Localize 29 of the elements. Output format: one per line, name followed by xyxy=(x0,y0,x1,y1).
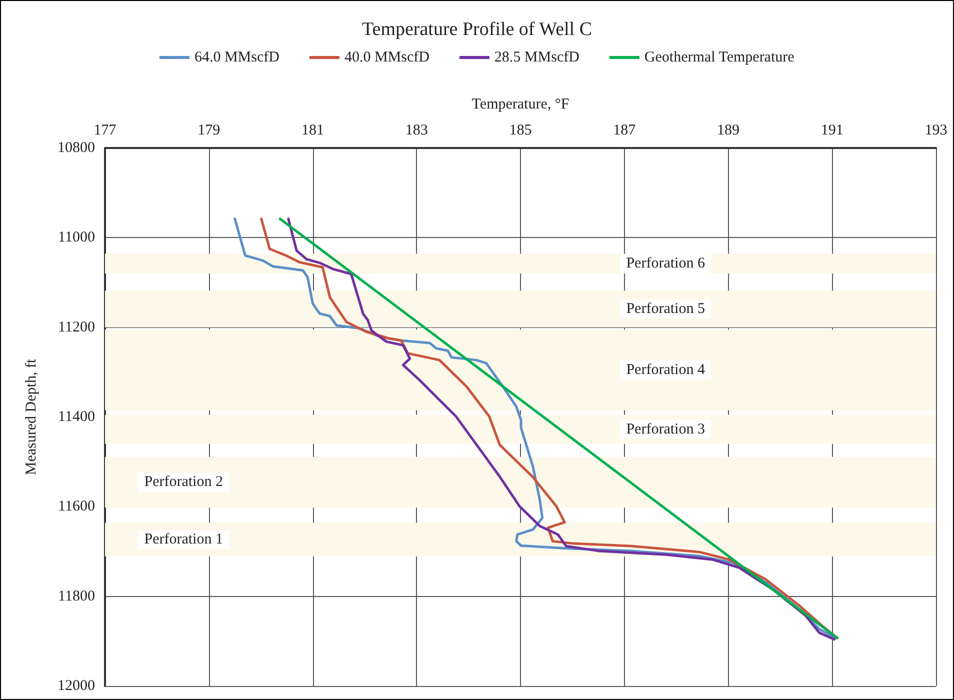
x-tick-label: 177 xyxy=(94,122,117,138)
band-label: Perforation 3 xyxy=(626,421,705,438)
band-label: Perforation 4 xyxy=(626,362,706,378)
band-label: Perforation 6 xyxy=(626,256,706,272)
y-tick-label: 11600 xyxy=(58,498,95,515)
x-tick-label: 191 xyxy=(820,122,844,138)
y-axis-title: Measured Depth, ft xyxy=(24,358,40,476)
y-tick-label: 11400 xyxy=(58,409,95,425)
x-tick-label: 179 xyxy=(198,122,220,138)
y-tick-label: 11000 xyxy=(58,230,95,246)
x-tick-label: 185 xyxy=(509,122,532,138)
legend-label: 40.0 MMscfD xyxy=(344,50,430,66)
y-tick-label: 11200 xyxy=(58,319,95,336)
y-tick-label: 11800 xyxy=(58,588,95,604)
legend-label: Geothermal Temperature xyxy=(644,50,795,66)
y-tick-label: 10800 xyxy=(58,140,95,156)
y-tick-label: 12000 xyxy=(58,678,95,694)
legend-label: 64.0 MMscfD xyxy=(194,50,280,66)
x-tick-label: 193 xyxy=(924,122,948,138)
x-tick-label: 189 xyxy=(717,122,740,138)
x-axis-title: Temperature, °F xyxy=(472,96,570,112)
band-label: Perforation 2 xyxy=(144,474,223,490)
legend-label: 28.5 MMscfD xyxy=(494,50,580,66)
x-tick-label: 181 xyxy=(302,122,324,138)
x-tick-label: 187 xyxy=(613,122,636,138)
chart-title: Temperature Profile of Well C xyxy=(362,19,592,40)
band-label: Perforation 1 xyxy=(144,532,223,548)
x-tick-label: 183 xyxy=(405,122,428,138)
band-label: Perforation 5 xyxy=(626,300,705,317)
